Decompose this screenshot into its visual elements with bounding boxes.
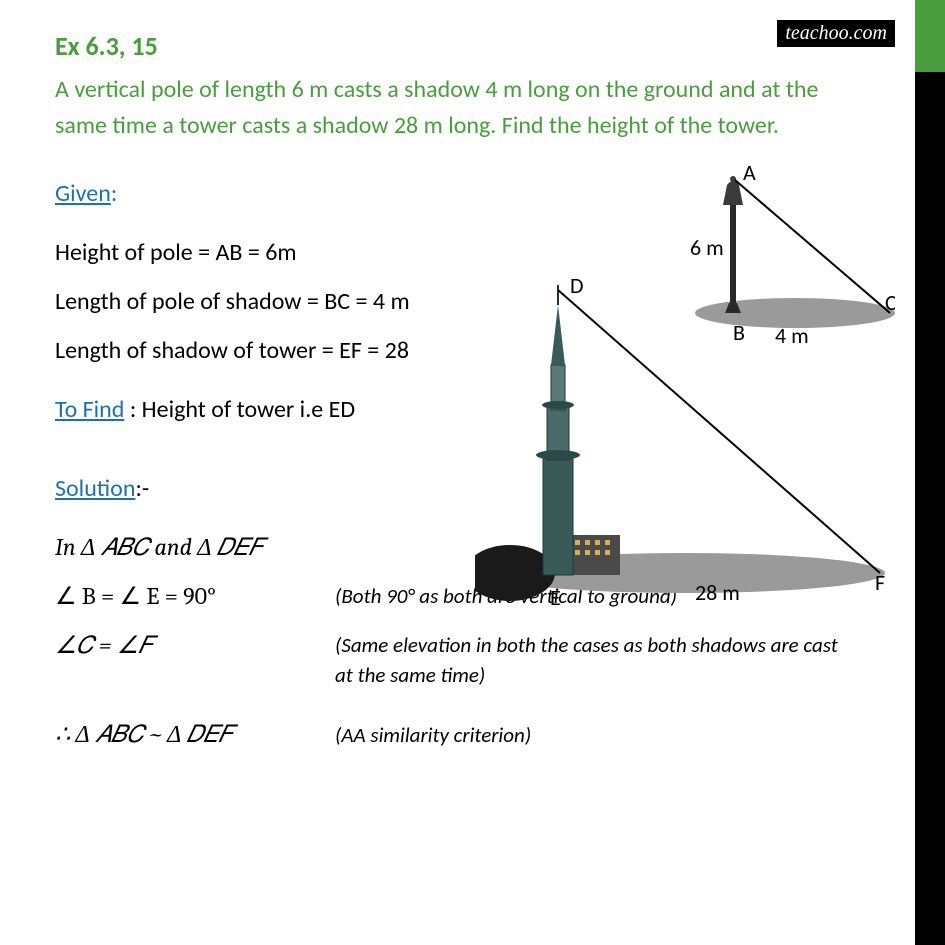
green-header-bar <box>915 0 945 72</box>
label-a: A <box>743 165 756 186</box>
given-label: Given <box>55 179 111 208</box>
pole-post <box>730 205 736 313</box>
window-7 <box>595 550 600 555</box>
pole-shadow-label: 4 m <box>775 322 809 349</box>
black-side-bar <box>915 72 945 945</box>
tower-shadow-label: 28 m <box>695 579 740 605</box>
diagram-svg: A B C 6 m 4 m <box>475 165 895 605</box>
solution-reason-3: (Same elevation in both the cases as bot… <box>335 631 850 690</box>
window-2 <box>585 540 590 545</box>
solution-suffix: :- <box>135 474 149 503</box>
site-watermark: teachoo.com <box>777 20 895 47</box>
solution-label: Solution <box>55 474 135 503</box>
diagrams: A B C 6 m 4 m <box>475 165 895 605</box>
window-5 <box>575 550 580 555</box>
window-6 <box>585 550 590 555</box>
label-f: F <box>875 569 885 596</box>
label-d: D <box>570 272 584 299</box>
problem-statement: A vertical pole of length 6 m casts a sh… <box>55 72 875 144</box>
deck-ring-1 <box>536 450 580 460</box>
window-4 <box>605 540 610 545</box>
pole-diagram: A B C 6 m 4 m <box>690 165 895 349</box>
window-1 <box>575 540 580 545</box>
label-b: B <box>733 319 745 346</box>
exercise-number: Ex 6.3, 15 <box>55 30 850 62</box>
deck-ring-2 <box>542 401 574 409</box>
pole-hypotenuse <box>735 180 890 313</box>
tower-spire <box>551 305 565 365</box>
tower-hypotenuse <box>558 290 880 573</box>
window-8 <box>605 550 610 555</box>
label-c: C <box>885 289 895 316</box>
pole-height-label: 6 m <box>690 234 724 261</box>
solution-reason-4: (AA similarity criterion) <box>335 721 850 750</box>
tofind-text: : Height of tower i.e ED <box>124 395 355 424</box>
tower-body <box>543 455 573 575</box>
label-e: E <box>550 584 561 605</box>
tofind-label: To Find <box>55 395 124 424</box>
window-3 <box>595 540 600 545</box>
